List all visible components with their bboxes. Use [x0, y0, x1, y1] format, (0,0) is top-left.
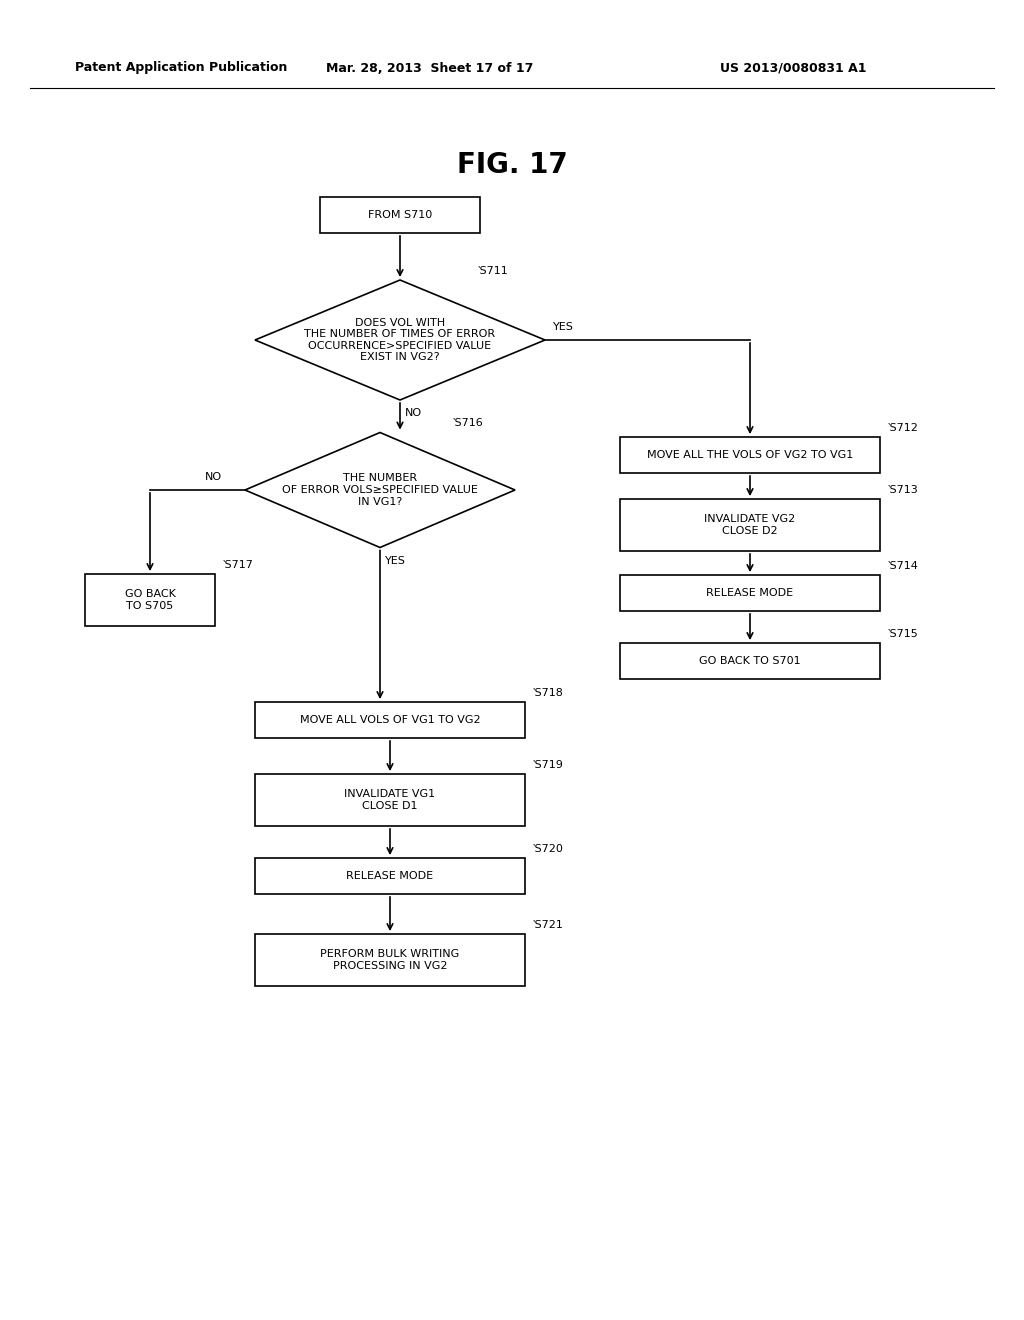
Bar [85, 574, 215, 626]
Bar [255, 774, 525, 826]
Text: GO BACK
TO S705: GO BACK TO S705 [125, 589, 175, 611]
Bar [255, 935, 525, 986]
Bar [620, 643, 880, 678]
Text: INVALIDATE VG1
CLOSE D1: INVALIDATE VG1 CLOSE D1 [344, 789, 435, 810]
Text: ‵S711: ‵S711 [477, 267, 508, 276]
Text: THE NUMBER
OF ERROR VOLS≥SPECIFIED VALUE
IN VG1?: THE NUMBER OF ERROR VOLS≥SPECIFIED VALUE… [282, 474, 478, 507]
Text: GO BACK TO S701: GO BACK TO S701 [699, 656, 801, 667]
Text: MOVE ALL VOLS OF VG1 TO VG2: MOVE ALL VOLS OF VG1 TO VG2 [300, 715, 480, 725]
Text: FROM S710: FROM S710 [368, 210, 432, 220]
Text: PERFORM BULK WRITING
PROCESSING IN VG2: PERFORM BULK WRITING PROCESSING IN VG2 [321, 949, 460, 970]
Text: US 2013/0080831 A1: US 2013/0080831 A1 [720, 62, 866, 74]
Text: ‵S716: ‵S716 [453, 418, 483, 429]
Polygon shape [245, 433, 515, 548]
Text: INVALIDATE VG2
CLOSE D2: INVALIDATE VG2 CLOSE D2 [705, 515, 796, 536]
Text: ‵S717: ‵S717 [223, 560, 254, 570]
Bar [319, 197, 480, 234]
Text: YES: YES [553, 322, 573, 333]
Bar [620, 576, 880, 611]
Text: Patent Application Publication: Patent Application Publication [75, 62, 288, 74]
Text: NO: NO [406, 408, 422, 418]
Text: ‵S720: ‵S720 [534, 843, 564, 854]
Text: ‵S719: ‵S719 [534, 760, 564, 770]
Text: ‵S714: ‵S714 [888, 561, 919, 572]
Bar [620, 437, 880, 473]
Text: Mar. 28, 2013  Sheet 17 of 17: Mar. 28, 2013 Sheet 17 of 17 [327, 62, 534, 74]
Text: RELEASE MODE: RELEASE MODE [707, 587, 794, 598]
Text: DOES VOL WITH
THE NUMBER OF TIMES OF ERROR
OCCURRENCE>SPECIFIED VALUE
EXIST IN V: DOES VOL WITH THE NUMBER OF TIMES OF ERR… [304, 318, 496, 363]
Text: YES: YES [385, 556, 406, 565]
Bar [255, 858, 525, 894]
Text: ‵S718: ‵S718 [534, 688, 564, 698]
Bar [620, 499, 880, 550]
Text: NO: NO [205, 473, 222, 482]
Text: ‵S715: ‵S715 [888, 630, 919, 639]
Text: ‵S713: ‵S713 [888, 484, 919, 495]
Text: ‵S712: ‵S712 [888, 422, 919, 433]
Text: RELEASE MODE: RELEASE MODE [346, 871, 433, 880]
Text: ‵S721: ‵S721 [534, 920, 564, 931]
Text: MOVE ALL THE VOLS OF VG2 TO VG1: MOVE ALL THE VOLS OF VG2 TO VG1 [647, 450, 853, 459]
Text: FIG. 17: FIG. 17 [457, 150, 567, 180]
Polygon shape [255, 280, 545, 400]
Bar [255, 702, 525, 738]
